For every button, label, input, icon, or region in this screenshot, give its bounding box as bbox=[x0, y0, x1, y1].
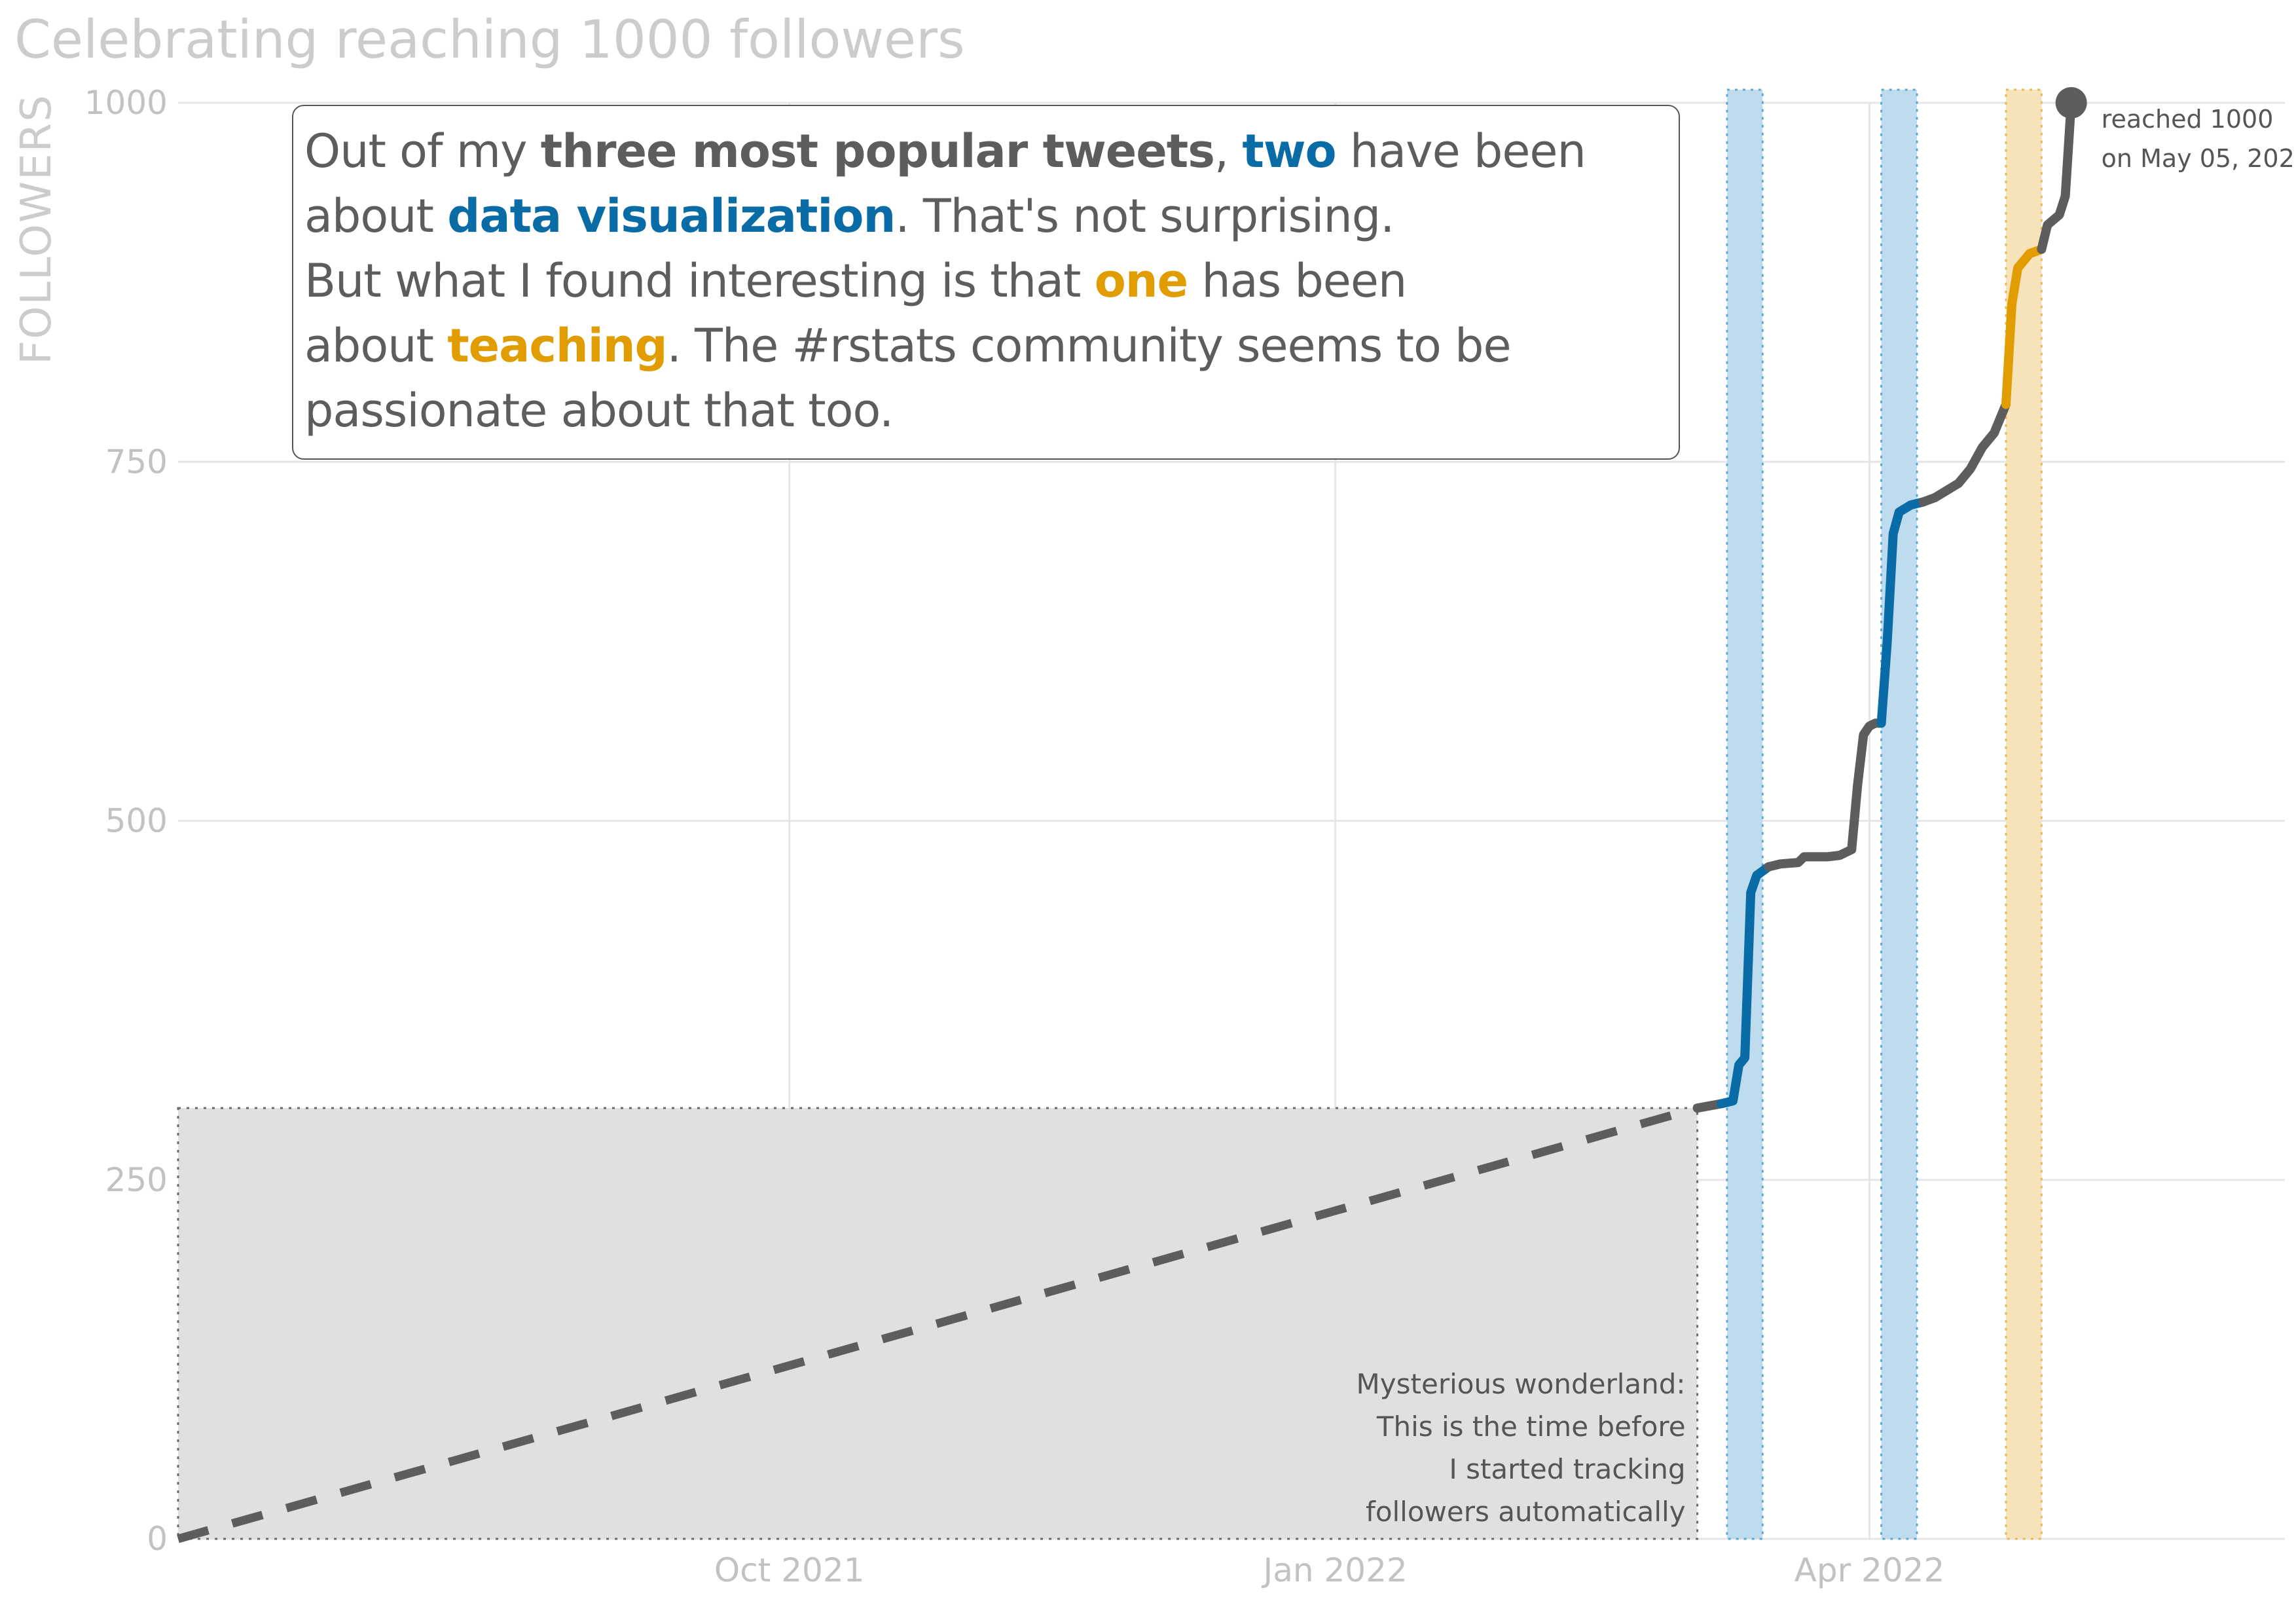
x-tick-label: Oct 2021 bbox=[714, 1551, 865, 1589]
callout-emphasis-dataviz: data visualization bbox=[447, 189, 896, 243]
insight-callout: Out of my three most popular tweets, two… bbox=[292, 105, 1680, 460]
x-tick-label: Apr 2022 bbox=[1795, 1551, 1945, 1589]
callout-text: , bbox=[1214, 124, 1243, 178]
y-tick-label: 0 bbox=[147, 1520, 168, 1558]
series-segment bbox=[1918, 399, 2011, 507]
callout-emphasis-one: one bbox=[1094, 254, 1188, 308]
untracked-region-label: This is the time before bbox=[1376, 1411, 1686, 1443]
callout-text: about bbox=[304, 189, 448, 243]
callout-text: have been bbox=[1336, 124, 1586, 178]
end-annotation-label: on May 05, 2022 bbox=[2102, 144, 2296, 173]
callout-line-4: about teaching. The #rstats community se… bbox=[304, 314, 1666, 378]
end-annotation: reached 1000 on May 05, 2022 bbox=[2055, 87, 2296, 173]
callout-text: passionate about that too. bbox=[304, 384, 894, 437]
x-tick-label: Jan 2022 bbox=[1262, 1551, 1408, 1589]
follower-series bbox=[177, 98, 2076, 1543]
untracked-region-label: Mysterious wonderland: bbox=[1357, 1368, 1686, 1400]
callout-line-3: But what I found interesting is that one… bbox=[304, 249, 1666, 314]
callout-text: about bbox=[304, 319, 448, 373]
callout-emphasis-teaching: teaching bbox=[447, 319, 667, 373]
chart-title: Celebrating reaching 1000 followers bbox=[14, 9, 965, 70]
highlight-band bbox=[1726, 88, 1764, 1540]
series-segment bbox=[2037, 98, 2076, 254]
callout-emphasis-two: two bbox=[1242, 124, 1336, 178]
callout-text: . The #rstats community seems to be bbox=[666, 319, 1512, 373]
untracked-region-label: followers automatically bbox=[1366, 1496, 1686, 1528]
callout-text: But what I found interesting is that bbox=[304, 254, 1095, 308]
untracked-region-label: I started tracking bbox=[1449, 1453, 1685, 1485]
callout-line-2: about data visualization. That's not sur… bbox=[304, 184, 1666, 249]
callout-text: has been bbox=[1188, 254, 1407, 308]
estimated-line bbox=[177, 1103, 1699, 1543]
series-segment bbox=[1716, 862, 1774, 1109]
callout-text: Out of my bbox=[304, 124, 541, 178]
callout-line-5: passionate about that too. bbox=[304, 378, 1666, 443]
highlight-bands bbox=[1726, 88, 2043, 1540]
callout-text: . That's not surprising. bbox=[895, 189, 1394, 243]
series-segment bbox=[1764, 718, 1886, 872]
axis-ticks: 0 250 500 750 1000 Oct 2021 Jan 2022 Apr 2022 bbox=[84, 84, 1945, 1589]
y-tick-label: 1000 bbox=[84, 84, 168, 122]
callout-line-1: Out of my three most popular tweets, two… bbox=[304, 119, 1666, 184]
series-segment bbox=[2001, 244, 2047, 409]
callout-emphasis-popular: three most popular tweets bbox=[540, 124, 1215, 178]
y-axis-title: FOLLOWERS bbox=[12, 94, 61, 364]
end-annotation-label: reached 1000 bbox=[2102, 105, 2274, 134]
series-segment bbox=[1876, 497, 1928, 728]
y-tick-label: 250 bbox=[105, 1161, 168, 1199]
y-tick-label: 500 bbox=[105, 802, 168, 840]
highlight-band bbox=[1880, 88, 1918, 1540]
y-tick-label: 750 bbox=[105, 443, 168, 481]
end-point-marker bbox=[2055, 87, 2087, 119]
